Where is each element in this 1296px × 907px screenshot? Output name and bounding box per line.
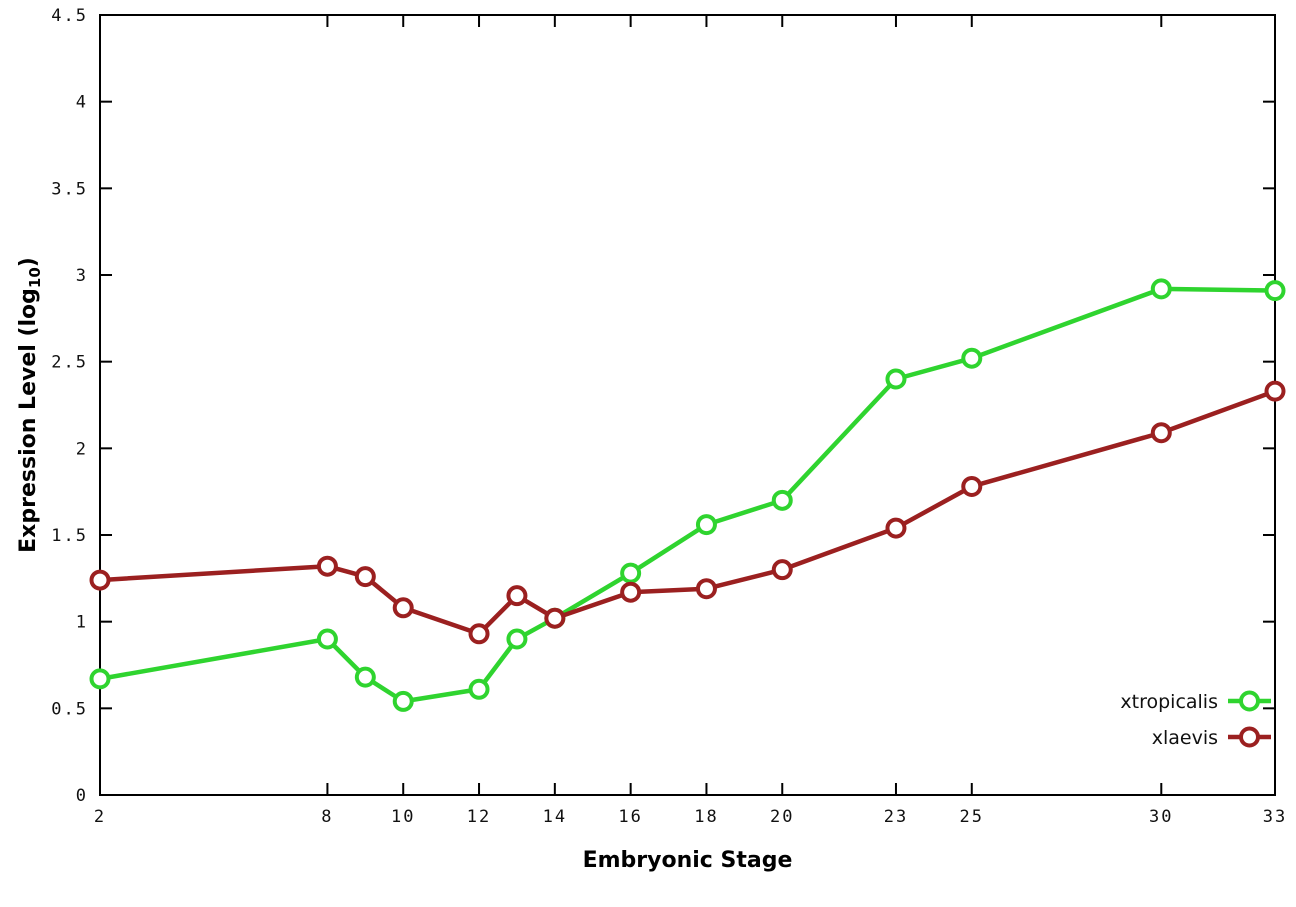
marker-xlaevis <box>316 555 338 577</box>
marker-xtropicalis <box>771 489 793 511</box>
y-axis-title: Expression Level (log10) <box>16 257 44 553</box>
y-axis-title-main: Expression Level (log <box>15 288 41 553</box>
x-tick-label: 23 <box>884 807 908 827</box>
y-tick-label: 0.5 <box>51 699 88 719</box>
y-axis-title-subscript: 10 <box>26 267 45 289</box>
x-tick-label: 16 <box>618 807 642 827</box>
y-tick-label: 2 <box>76 439 88 459</box>
series-line-xlaevis <box>97 388 1278 637</box>
marker-xlaevis <box>961 475 983 497</box>
marker-xlaevis <box>354 566 376 588</box>
marker-xtropicalis <box>885 368 907 390</box>
y-tick-label: 2.5 <box>51 353 88 373</box>
marker-xtropicalis <box>468 678 490 700</box>
marker-xtropicalis <box>392 690 414 712</box>
marker-xlaevis <box>1150 422 1172 444</box>
marker-xlaevis <box>620 581 642 603</box>
x-tick-label: 10 <box>391 807 415 827</box>
y-tick-label: 1 <box>76 613 88 633</box>
y-tick-label: 3.5 <box>51 179 88 199</box>
marker-xlaevis <box>392 597 414 619</box>
marker-xtropicalis <box>1264 280 1286 302</box>
marker-xtropicalis <box>316 628 338 650</box>
marker-xlaevis <box>885 517 907 539</box>
x-tick-label: 18 <box>694 807 718 827</box>
marker-xtropicalis <box>506 628 528 650</box>
marker-xlaevis <box>695 578 717 600</box>
x-axis-title: Embryonic Stage <box>582 848 793 873</box>
series-line-xtropicalis <box>97 286 1278 704</box>
marker-xtropicalis <box>695 514 717 536</box>
marker-xtropicalis <box>89 668 111 690</box>
y-tick-label: 1.5 <box>51 526 88 546</box>
y-tick-label: 0 <box>76 786 88 806</box>
legend-marker-xtropicalis <box>1239 690 1260 712</box>
x-tick-label: 14 <box>543 807 567 827</box>
marker-xtropicalis <box>961 347 983 369</box>
marker-xlaevis <box>544 607 566 629</box>
x-tick-label: 33 <box>1263 807 1287 827</box>
x-tick-label: 20 <box>770 807 794 827</box>
plot-border <box>99 14 1276 796</box>
y-tick-label: 4 <box>76 93 88 113</box>
y-axis-title-close: ) <box>15 257 41 268</box>
y-tick-label: 3 <box>76 266 88 286</box>
marker-xlaevis <box>1264 380 1286 402</box>
marker-xtropicalis <box>620 562 642 584</box>
x-tick-label: 30 <box>1149 807 1173 827</box>
x-tick-label: 12 <box>467 807 491 827</box>
x-tick-label: 25 <box>960 807 984 827</box>
legend-label-xlaevis: xlaevis <box>1152 727 1218 749</box>
legend-marker-xlaevis <box>1239 726 1260 748</box>
y-tick-label: 4.5 <box>51 6 88 26</box>
marker-xtropicalis <box>354 666 376 688</box>
x-tick-label: 2 <box>94 807 106 827</box>
marker-xlaevis <box>89 569 111 591</box>
marker-xlaevis <box>771 559 793 581</box>
marker-xtropicalis <box>1150 278 1172 300</box>
x-tick-label: 8 <box>321 807 333 827</box>
marker-xlaevis <box>468 623 490 645</box>
legend-label-xtropicalis: xtropicalis <box>1120 691 1218 713</box>
marker-xlaevis <box>506 585 528 607</box>
